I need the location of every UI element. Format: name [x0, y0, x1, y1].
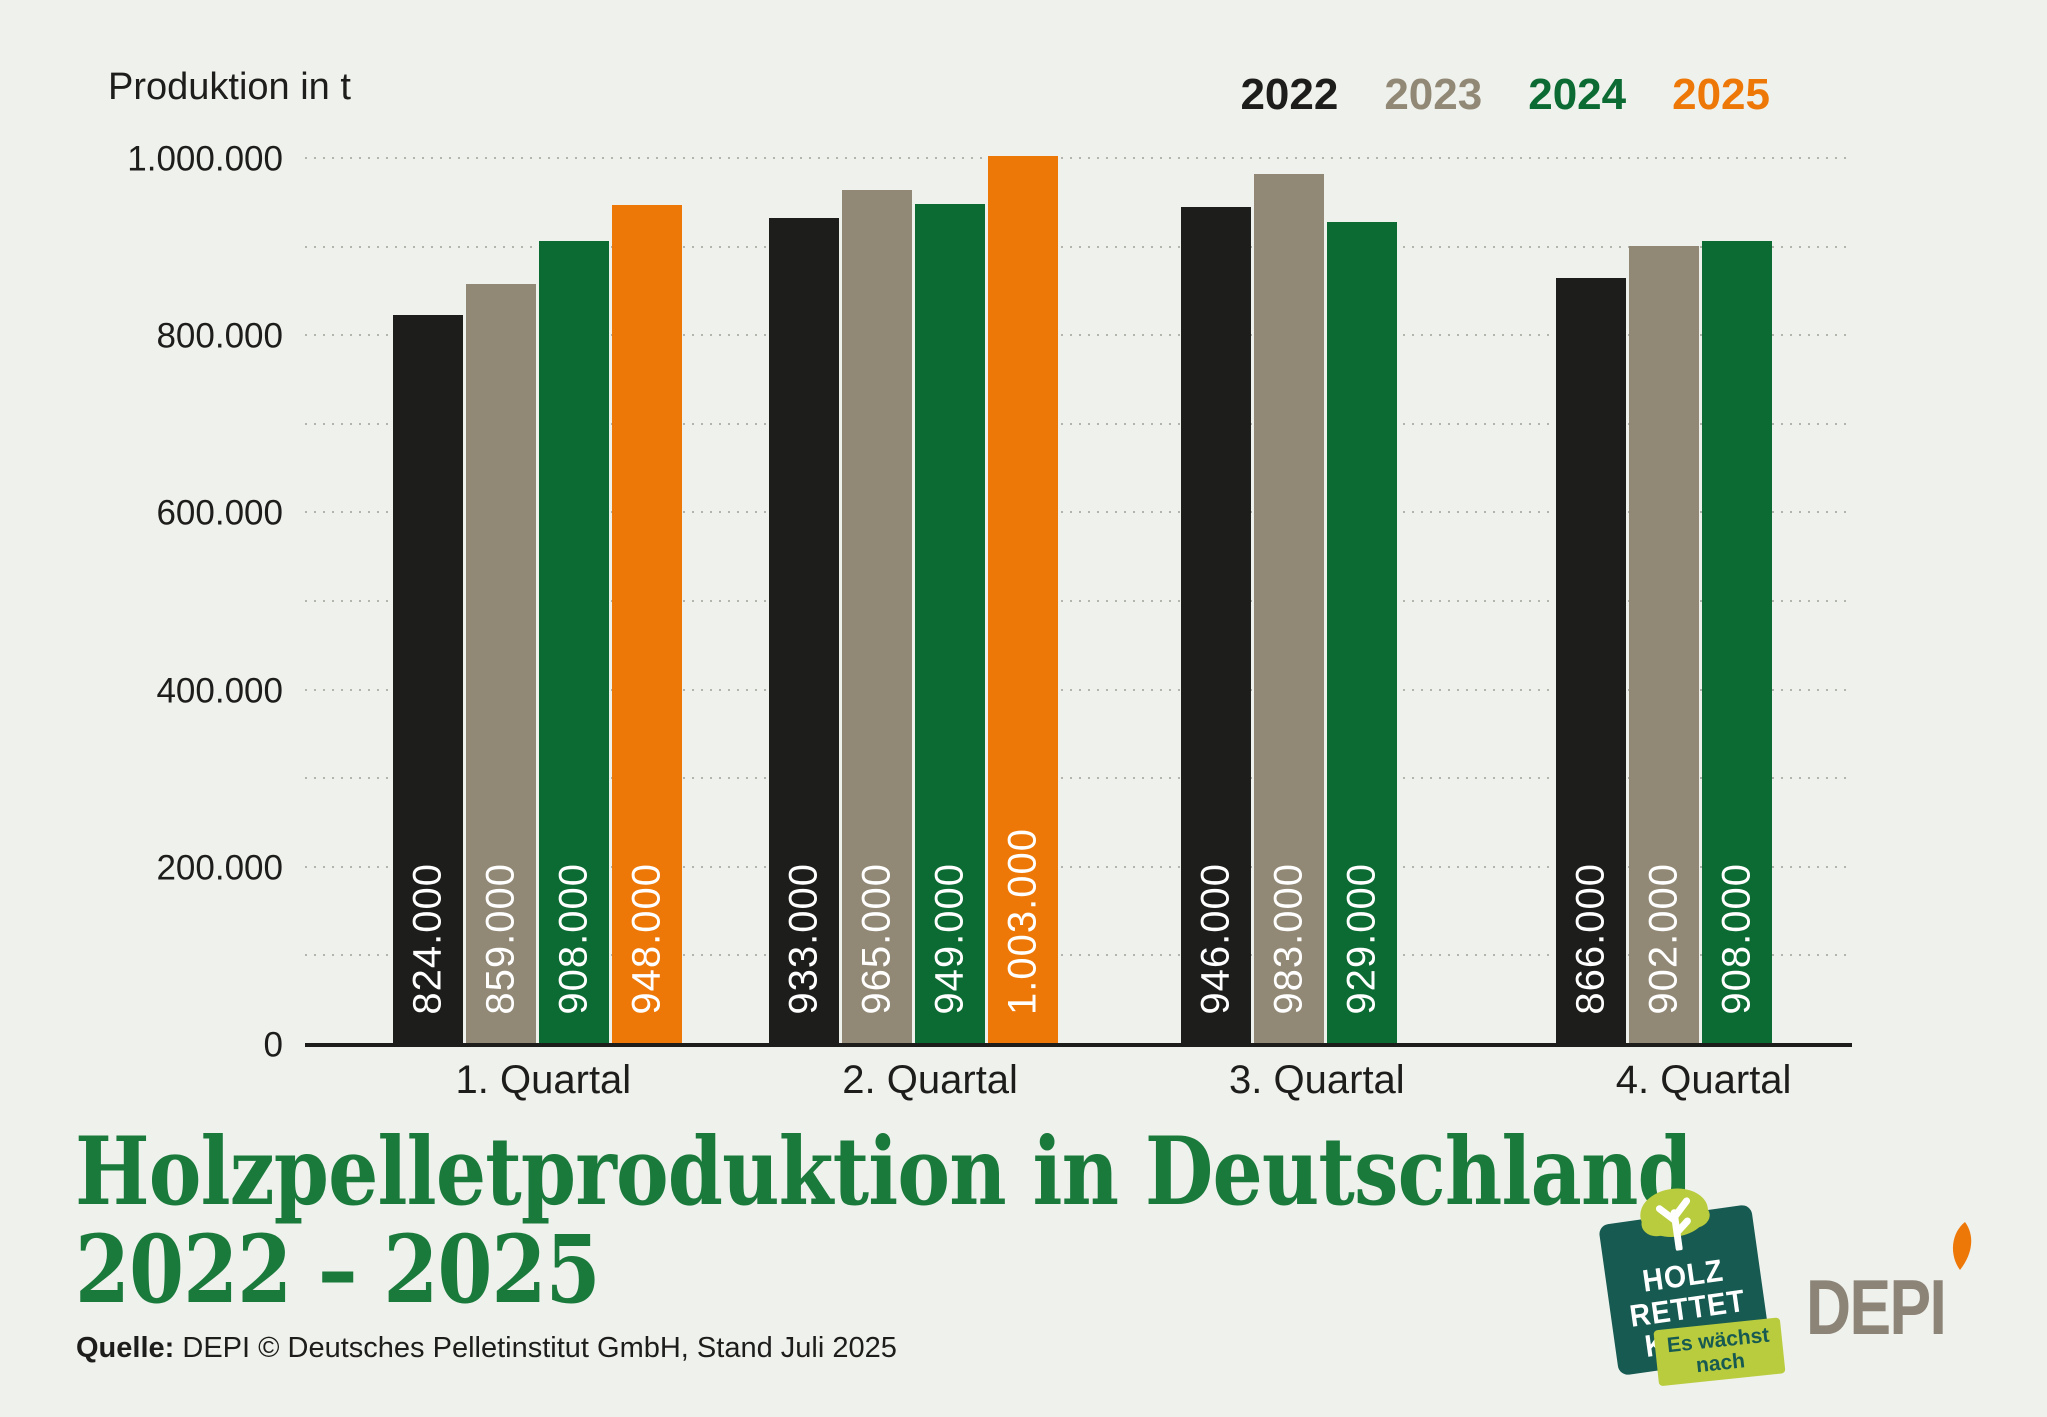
bar-value-label: 908.000: [551, 863, 596, 1015]
bar-2022-q1: 824.000: [393, 315, 464, 1045]
y-tick-label: 800.000: [156, 316, 283, 356]
bar-value-label: 1.003.000: [1000, 828, 1045, 1015]
y-tick-label: 400.000: [156, 671, 283, 711]
bar-value-label: 824.000: [405, 863, 450, 1015]
source-text: DEPI © Deutsches Pelletinstitut GmbH, St…: [174, 1332, 897, 1364]
x-tick-label-q3: 3. Quartal: [1229, 1058, 1405, 1102]
bar-2023-q3: 983.000: [1253, 174, 1324, 1045]
bar-value-label: 859.000: [478, 863, 523, 1015]
bar-groups: 824.000 859.000 908.000 948.000 933.000 965.0…: [305, 105, 1852, 1045]
bar-group-4: 866.000 902.000 908.000: [1477, 105, 1853, 1045]
y-tick-label: 0: [263, 1025, 283, 1065]
bar-value-label: 946.000: [1193, 863, 1238, 1015]
bar-2024-q1: 908.000: [539, 241, 610, 1045]
depi-logo: DEPI: [1806, 1220, 2026, 1350]
gridline: [305, 511, 1852, 513]
bar-2023-q4: 902.000: [1629, 246, 1700, 1045]
gridline: [305, 777, 1852, 779]
source-note: Quelle: DEPI © Deutsches Pelletinstitut …: [76, 1332, 897, 1365]
bar-value-label: 949.000: [927, 863, 972, 1015]
bar-value-label: 902.000: [1641, 863, 1686, 1015]
bar-group-3: 946.000 983.000 929.000: [1101, 105, 1477, 1045]
y-tick-label: 200.000: [156, 848, 283, 888]
bar-2024-q4: 908.000: [1702, 241, 1773, 1045]
bar-2025-q2: 1.003.000: [987, 156, 1058, 1045]
gridline: [305, 954, 1852, 956]
bar-2024-q2: 949.000: [914, 204, 985, 1045]
legend-item-2024: 2024: [1528, 70, 1627, 119]
x-axis-line: [305, 1043, 1852, 1047]
y-tick-label: 600.000: [156, 493, 283, 533]
x-tick-label-q4: 4. Quartal: [1615, 1058, 1792, 1102]
bar-value-label: 948.000: [624, 863, 669, 1015]
holz-rettet-klima-logo: HOLZ RETTET KLIMA Es wächst nach: [1598, 1188, 1786, 1387]
gridline: [305, 246, 1852, 248]
source-prefix: Quelle:: [76, 1332, 175, 1364]
gridline: [305, 423, 1852, 425]
depi-text: DEPI: [1806, 1263, 1947, 1351]
chart-legend: 2022 2023 2024 2025: [1240, 70, 1770, 120]
legend-item-2023: 2023: [1384, 70, 1483, 119]
x-tick-label-q1: 1. Quartal: [455, 1058, 632, 1102]
bar-group-1: 824.000 859.000 908.000 948.000: [350, 105, 726, 1045]
chart-title: Holzpelletproduktion in Deutschland 2022…: [75, 1117, 2000, 1325]
legend-item-2022: 2022: [1240, 70, 1339, 119]
bar-2022-q2: 933.000: [768, 218, 839, 1045]
bar-value-label: 929.000: [1339, 863, 1384, 1015]
chart-title-line-2: 2022 – 2025: [75, 1214, 601, 1325]
gridline: [305, 689, 1852, 691]
gridline: [305, 600, 1852, 602]
bar-2023-q2: 965.000: [841, 190, 912, 1045]
flame-icon: [1952, 1222, 1972, 1270]
bar-group-2: 933.000 965.000 949.000 1.003.000: [726, 105, 1102, 1045]
bar-2023-q1: 859.000: [466, 284, 537, 1045]
gridline: [305, 334, 1852, 336]
bar-value-label: 908.000: [1714, 863, 1759, 1015]
tree-icon: [1640, 1188, 1710, 1252]
bar-2022-q4: 866.000: [1556, 278, 1627, 1045]
bar-2025-q1: 948.000: [612, 205, 683, 1045]
gridline: [305, 866, 1852, 868]
x-axis-labels: 1. Quartal 2. Quartal 3. Quartal 4. Quartal: [305, 1058, 1897, 1103]
y-axis-title: Produktion in t: [108, 66, 351, 108]
bar-value-label: 983.000: [1266, 863, 1311, 1015]
bar-value-label: 933.000: [781, 863, 826, 1015]
hrk-banner: Es wächst nach: [1653, 1317, 1786, 1387]
chart-title-line-1: Holzpelletproduktion in Deutschland: [75, 1117, 1693, 1227]
gridline: [305, 157, 1852, 159]
legend-item-2025: 2025: [1672, 70, 1770, 119]
bar-2024-q3: 929.000: [1326, 222, 1397, 1045]
y-tick-label: 1.000.000: [127, 139, 283, 179]
bar-value-label: 965.000: [854, 863, 899, 1015]
x-tick-label-q2: 2. Quartal: [842, 1058, 1018, 1102]
bar-2022-q3: 946.000: [1180, 207, 1251, 1045]
plot-area: 824.000 859.000 908.000 948.000 933.000 965.0…: [127, 105, 1852, 1063]
bar-value-label: 866.000: [1568, 863, 1613, 1015]
